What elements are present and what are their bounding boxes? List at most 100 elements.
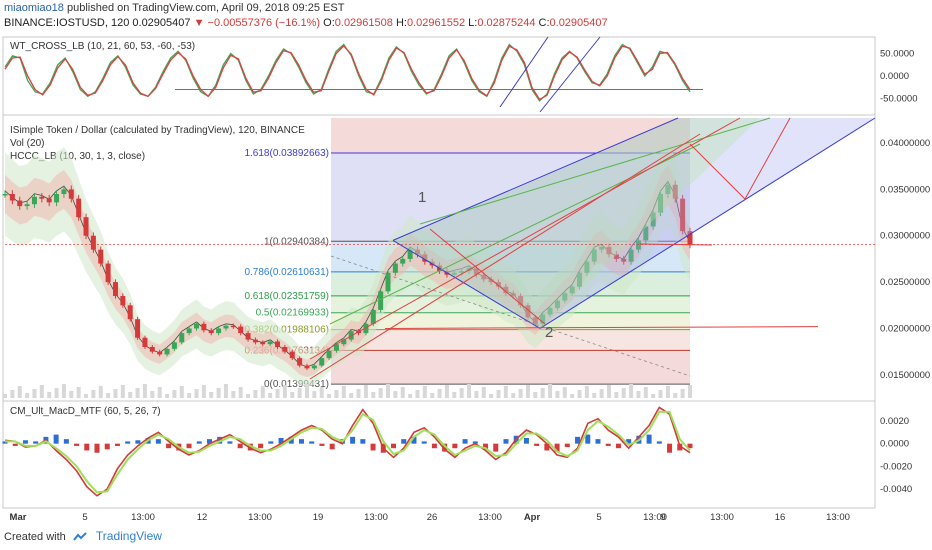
volume-bar — [319, 387, 324, 398]
x-tick: 12 — [197, 512, 208, 523]
macd-hist-bar — [350, 436, 356, 444]
macd-hist-bar — [298, 439, 304, 444]
volume-bar — [17, 386, 22, 398]
axes: 50.00000.0000-50.00000.040000000.0350000… — [10, 49, 931, 524]
candle-body — [98, 249, 104, 264]
fib-label-0: 1.618(0.03892663) — [244, 148, 329, 159]
macd-hist-bar — [166, 443, 172, 449]
volume-bar — [312, 391, 317, 398]
volume-bar — [25, 393, 30, 398]
macd-hist-bar — [329, 443, 335, 450]
open-value: 0.02961508 — [334, 17, 393, 29]
volume-bar — [570, 394, 575, 398]
volume-bar — [187, 393, 192, 398]
macd-ytick: 0.0020 — [880, 416, 909, 427]
candle-body — [407, 249, 413, 259]
macd-hist-bar — [585, 434, 591, 444]
candle-body — [554, 300, 560, 309]
green-lower — [329, 143, 701, 325]
candle-body — [613, 254, 619, 259]
candle-body — [83, 217, 89, 236]
x-tick: 5 — [596, 512, 601, 523]
volume-bar — [165, 394, 170, 398]
macd-hist-bar — [2, 441, 8, 444]
volume-bar — [393, 391, 398, 398]
candle-body — [31, 196, 37, 205]
tradingview-brand[interactable]: TradingView — [95, 529, 162, 543]
symbol-name: BINANCE:IOSTUSD, 120 — [4, 17, 130, 29]
author-link[interactable]: miaomiao18 — [4, 2, 64, 14]
macd-hist-bar — [391, 443, 397, 449]
volume-bar — [275, 389, 280, 398]
candle-body — [525, 305, 531, 318]
candle-body — [540, 314, 546, 324]
candle-body — [503, 286, 509, 294]
candle-body — [658, 194, 664, 213]
volume-bar — [430, 393, 435, 398]
candle-body — [392, 263, 398, 273]
candle-body — [164, 348, 170, 355]
candle-body — [238, 326, 244, 334]
publish-line: miaomiao18 published on TradingView.com,… — [4, 2, 344, 14]
macd-hist-bar — [319, 443, 325, 446]
macd-hist-bar — [667, 443, 673, 453]
macd-line-0 — [4, 406, 691, 497]
hccc-inner-band — [5, 165, 690, 378]
price-change: −0.00557376 (−16.1%) — [207, 17, 321, 29]
candle-body — [341, 339, 347, 345]
candle-body — [149, 347, 155, 352]
volume-bar — [216, 388, 221, 398]
volume-bar — [437, 389, 442, 398]
candle-body — [24, 204, 30, 207]
candle-body — [562, 293, 568, 301]
volume-bar — [297, 388, 302, 398]
volume-bar — [452, 392, 457, 398]
candle-body — [194, 323, 200, 329]
macd-hist-bar — [483, 443, 489, 450]
wave-label-2: 2 — [545, 324, 553, 341]
fib-label-7: 0(0.01399431) — [264, 379, 329, 390]
x-tick: 13:00 — [131, 512, 155, 523]
volume-bar — [503, 386, 508, 398]
volume-bar — [636, 391, 641, 398]
volume-bar — [246, 394, 251, 398]
candle-body — [68, 189, 74, 199]
close-label: C: — [538, 17, 550, 29]
fib-label-5: 0.382(0.01988106) — [244, 325, 329, 336]
macd-hist-bar — [84, 443, 90, 451]
candle-body — [459, 270, 465, 273]
candle-body — [650, 212, 656, 227]
macd-hist-bar — [472, 441, 478, 444]
volume-bar — [113, 389, 118, 398]
volume-bar — [688, 385, 692, 398]
volume-bar — [481, 387, 486, 398]
volume-bar — [658, 390, 663, 398]
chart-area[interactable]: WT_CROSS_LB (10, 21, 60, 53, -60, -53) I… — [0, 34, 932, 528]
macd-hist-bar — [503, 439, 509, 444]
candle-body — [157, 351, 163, 355]
volume-bar — [128, 392, 133, 398]
macd-hist-bar — [523, 438, 529, 444]
candle-body — [687, 231, 693, 246]
volume-bar — [39, 385, 44, 398]
candle-body — [333, 344, 339, 351]
vol-label: Vol (20) — [10, 138, 44, 149]
volume-bar — [47, 392, 52, 398]
macd-title: CM_Ult_MacD_MTF (60, 5, 26, 7) — [10, 406, 161, 417]
macd-hist-bar — [74, 443, 80, 446]
candle-body — [510, 293, 516, 297]
osc-channel-line-2 — [539, 36, 601, 113]
volume-bar — [629, 384, 634, 398]
x-tick: Mar — [10, 512, 27, 523]
candle-body — [481, 274, 487, 280]
macd-ytick: -0.0040 — [880, 484, 912, 495]
candle-body — [46, 198, 52, 203]
macd-hist-bar — [63, 439, 69, 444]
x-tick: 13:00 — [248, 512, 272, 523]
macd-hist-bar — [421, 441, 427, 444]
macd-hist-bar — [615, 443, 621, 449]
price-ytick: 0.02000000 — [880, 323, 930, 334]
volume-bar — [489, 394, 494, 398]
publish-info: published on TradingView.com, April 09, … — [66, 2, 345, 14]
volume-bar — [606, 385, 611, 398]
